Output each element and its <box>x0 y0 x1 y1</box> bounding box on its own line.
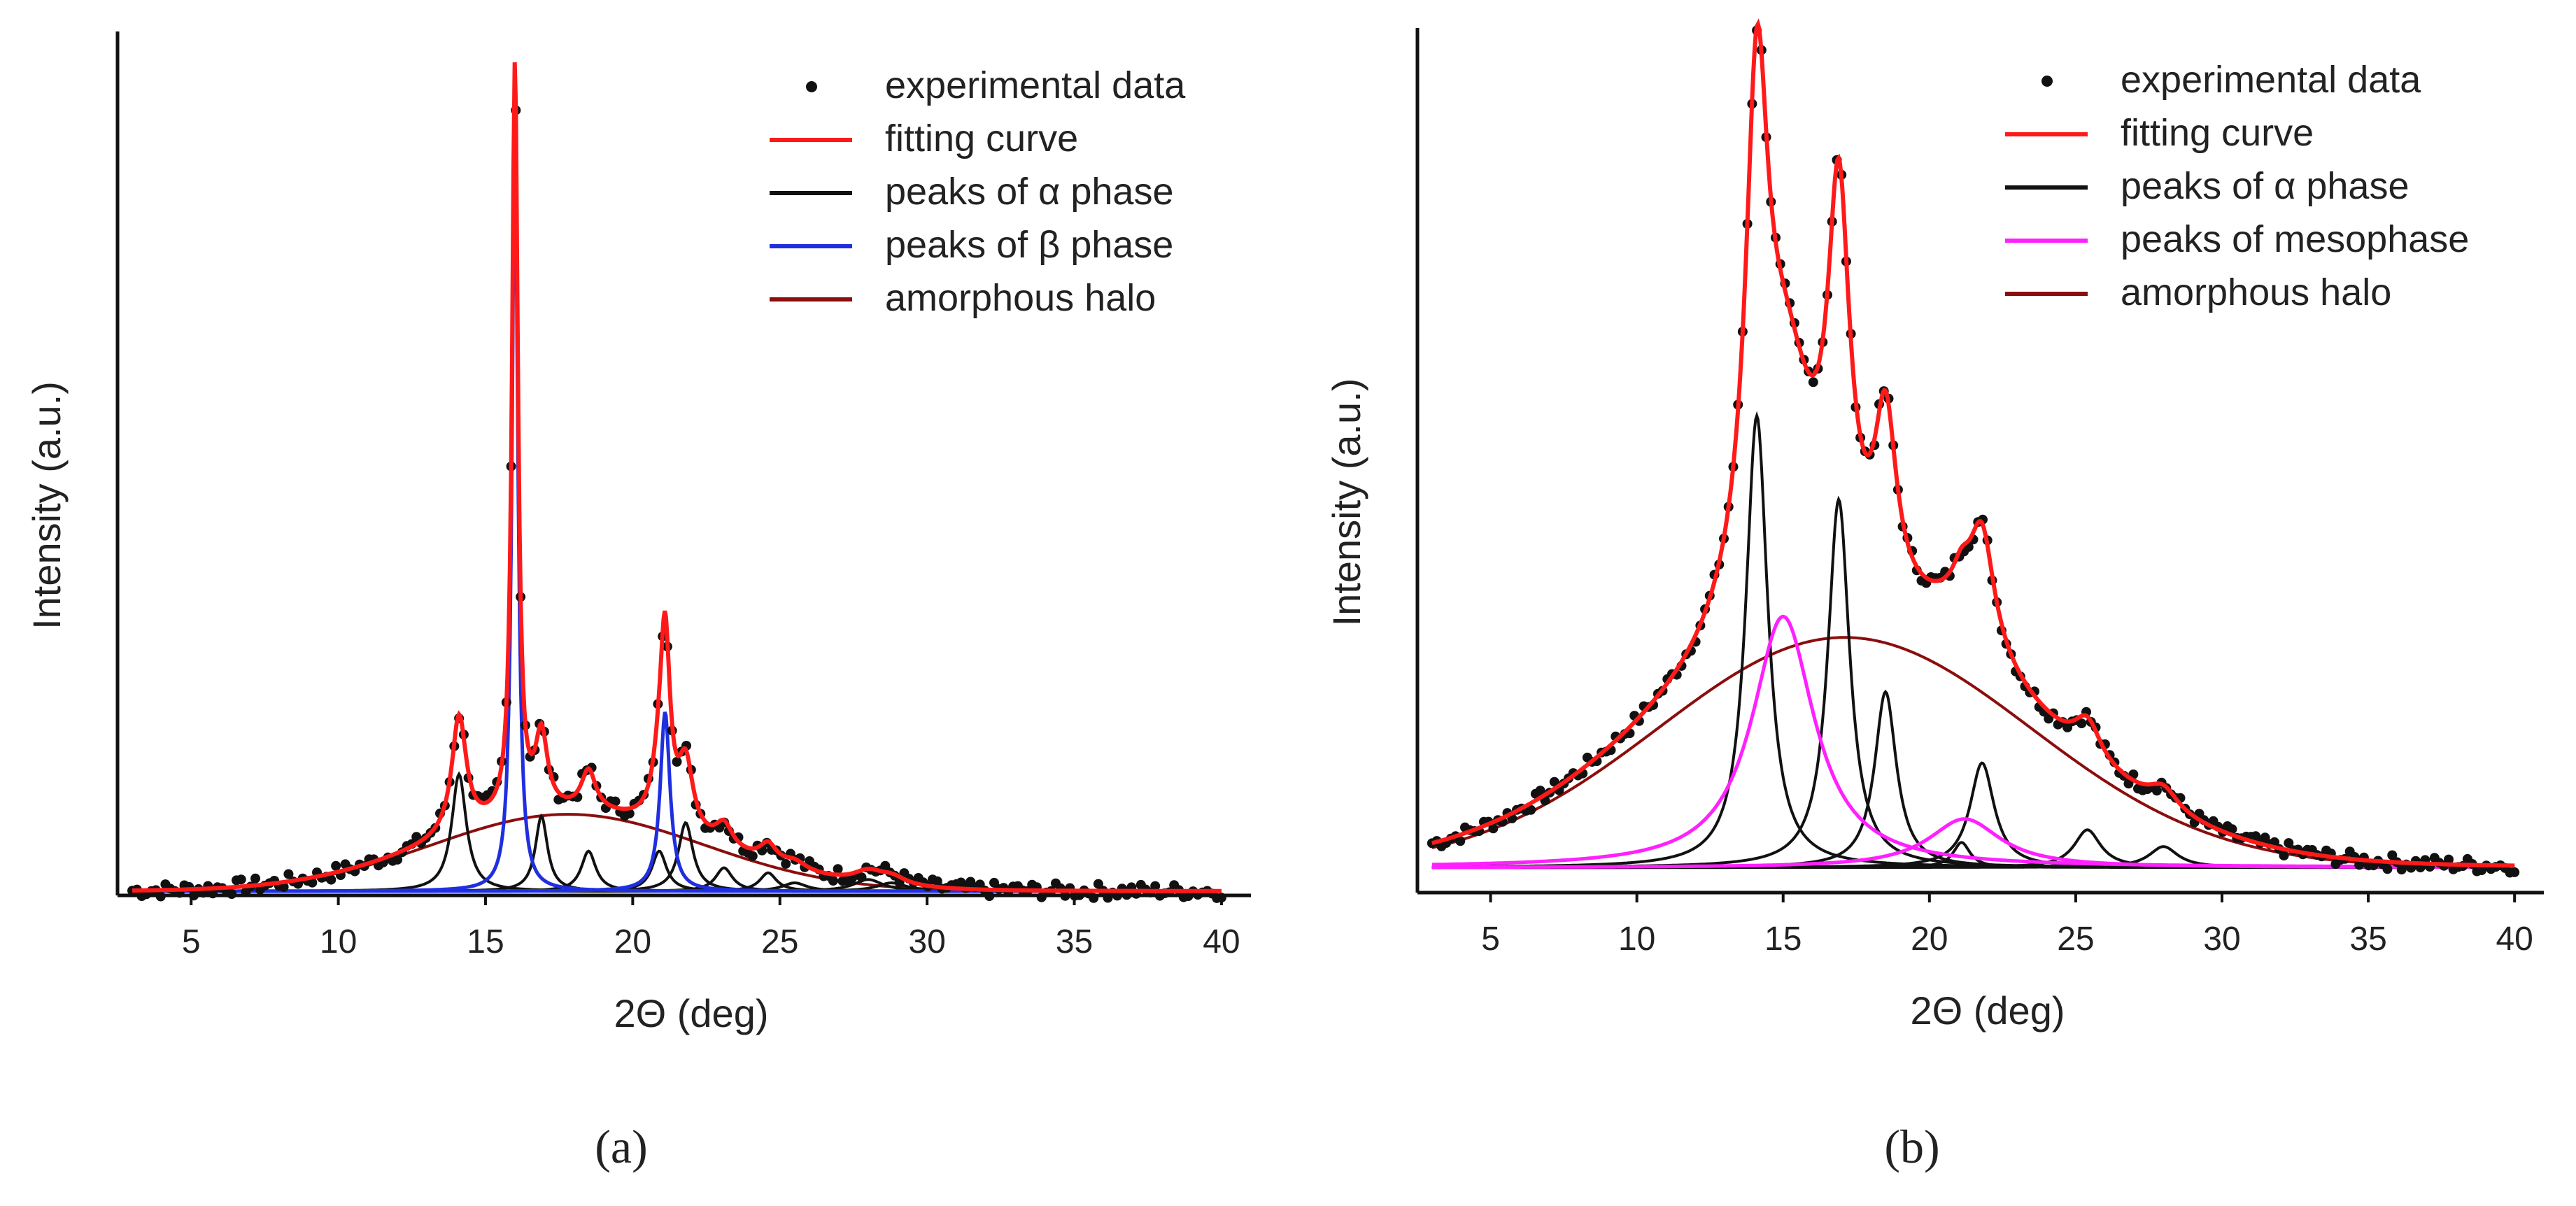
x-tick-label: 15 <box>467 923 504 960</box>
experimental-data-point <box>2151 786 2162 796</box>
experimental-data-point <box>672 757 682 767</box>
experimental-data-point <box>2227 824 2237 835</box>
experimental-data-point <box>932 876 942 886</box>
experimental-data-point <box>392 854 403 865</box>
chart-panel-b: 5 10 15 20 25 30 35 40 2Θ (deg) Intensity (a.u.) e… <box>1288 0 2576 1206</box>
experimental-data-point <box>326 874 337 885</box>
x-tick-label: 5 <box>1481 921 1500 958</box>
legend-label: peaks of α phase <box>2121 165 2409 207</box>
chart-b-svg: 5 10 15 20 25 30 35 40 2Θ (deg) Intensity (a.u.) e… <box>1324 18 2544 1033</box>
experimental-data-point <box>155 891 166 902</box>
experimental-data-point <box>2284 838 2294 849</box>
experimental-data-point <box>2382 864 2393 874</box>
x-tick-label: 30 <box>908 923 945 960</box>
x-tick-label: 5 <box>182 923 201 960</box>
experimental-data-points <box>1427 25 2520 878</box>
x-axis-title: 2Θ (deg) <box>1911 988 2065 1033</box>
legend-label: peaks of mesophase <box>2121 218 2469 260</box>
experimental-data-point <box>833 864 843 874</box>
panel-label-a: (a) <box>595 1120 648 1173</box>
experimental-data-point <box>1089 893 1099 903</box>
legend-label: peaks of α phase <box>885 171 1174 213</box>
experimental-data-point <box>1060 891 1070 901</box>
experimental-data-point <box>1455 836 1466 846</box>
amorphous-halo-curve <box>1431 636 2515 869</box>
experimental-data-point <box>2354 860 2365 870</box>
legend-label: fitting curve <box>885 118 1078 159</box>
experimental-data-point <box>1488 823 1499 834</box>
experimental-data-point <box>1535 786 1545 796</box>
experimental-data-point <box>828 876 838 886</box>
x-tick-label: 15 <box>1764 921 1802 958</box>
x-tick-label: 35 <box>1056 923 1093 960</box>
x-tick-label: 35 <box>2349 921 2386 958</box>
experimental-data-point <box>1112 891 1122 901</box>
experimental-data-point <box>2251 831 2261 842</box>
x-tick-label: 40 <box>2496 921 2533 958</box>
legend-label: amorphous halo <box>2121 271 2391 313</box>
experimental-data-point <box>747 851 758 861</box>
x-tick-label: 20 <box>614 923 651 960</box>
experimental-data-point <box>283 869 294 879</box>
y-axis-title: Intensity (a.u.) <box>1324 378 1368 627</box>
experimental-data-point <box>781 858 791 869</box>
x-tick-label: 25 <box>761 923 798 960</box>
y-axis-title: Intensity (a.u.) <box>24 381 69 630</box>
chart-panel-a: 5 10 15 20 25 30 35 40 2Θ (deg) Intensity (a.u.) e… <box>24 31 1251 1173</box>
fitting-curve <box>132 62 1222 893</box>
experimental-data-point <box>856 872 867 883</box>
experimental-data-point <box>984 891 995 901</box>
experimental-data-point <box>236 874 246 885</box>
experimental-data-point <box>624 808 635 818</box>
experimental-data-point <box>610 796 621 807</box>
chart-a-svg: 5 10 15 20 25 30 35 40 2Θ (deg) Intensity (a.u.) e… <box>24 31 1251 1035</box>
x-tick-label: 10 <box>1618 921 1655 958</box>
alpha-peak-curve <box>1431 689 2515 869</box>
legend-label: fitting curve <box>2121 112 2314 154</box>
alpha-peak-curve <box>132 771 1222 893</box>
legend-label: amorphous halo <box>885 277 1156 319</box>
alpha-peak-curve <box>1431 411 2515 869</box>
experimental-data-point <box>2387 850 2398 860</box>
legend-label: peaks of β phase <box>885 224 1173 266</box>
experimental-data-point <box>1549 776 1559 787</box>
legend-label: experimental data <box>2121 59 2421 101</box>
legend-marker-dot <box>806 81 817 92</box>
experimental-data-point <box>1150 881 1161 891</box>
experimental-data-point <box>307 877 318 888</box>
mesophase-peak-curve <box>1431 614 2515 869</box>
legend-marker-dot <box>2041 76 2053 87</box>
panel-label-b: (b) <box>1884 1120 1940 1173</box>
experimental-data-point <box>2510 867 2520 877</box>
experimental-data-point <box>227 889 237 899</box>
x-axis-title: 2Θ (deg) <box>614 991 769 1035</box>
experimental-data-point <box>2406 863 2416 873</box>
fitting-curve <box>1431 18 2515 868</box>
alpha-peak-curve <box>1431 495 2515 869</box>
experimental-data-point <box>278 882 289 892</box>
experimental-data-point <box>1526 804 1536 815</box>
x-tick-label: 20 <box>1911 921 1948 958</box>
x-tick-label: 40 <box>1203 923 1240 960</box>
experimental-data-point <box>331 860 341 871</box>
legend-label: experimental data <box>885 64 1186 106</box>
experimental-data-point <box>2444 854 2454 865</box>
beta-peak-curve <box>132 711 1222 893</box>
experimental-data-point <box>250 873 260 884</box>
experimental-data-point <box>2076 718 2087 729</box>
experimental-data-point <box>1808 377 1818 388</box>
x-tick-label: 25 <box>2057 921 2094 958</box>
x-tick-label: 10 <box>320 923 357 960</box>
experimental-data-point <box>2279 851 2289 861</box>
x-tick-label: 30 <box>2203 921 2240 958</box>
experimental-data-point <box>1216 893 1226 903</box>
